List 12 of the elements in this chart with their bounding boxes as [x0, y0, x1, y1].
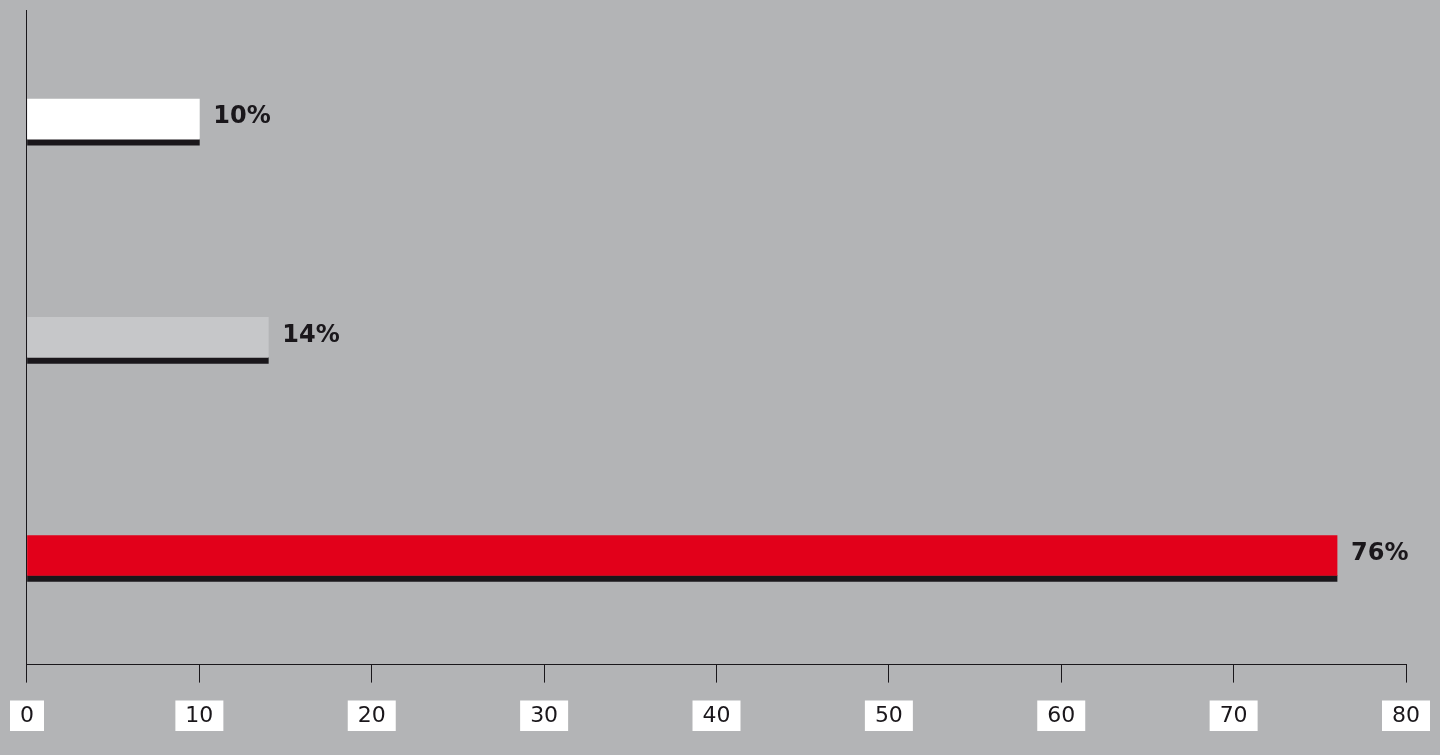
- x-tick-label: 60: [1047, 701, 1076, 727]
- x-tick-label: 80: [1392, 701, 1420, 727]
- x-tick-label: 0: [20, 701, 34, 727]
- text: 10%: [213, 101, 271, 130]
- x-tick-label: 70: [1219, 701, 1248, 727]
- x-tick-label: 20: [357, 701, 386, 727]
- x-tick-label: 50: [874, 701, 903, 727]
- x-tick-label: 30: [530, 701, 559, 727]
- text: 76%: [1351, 537, 1409, 566]
- text: 14%: [282, 319, 340, 348]
- x-tick-label: 10: [185, 701, 214, 727]
- x-tick-label: 40: [702, 701, 731, 727]
